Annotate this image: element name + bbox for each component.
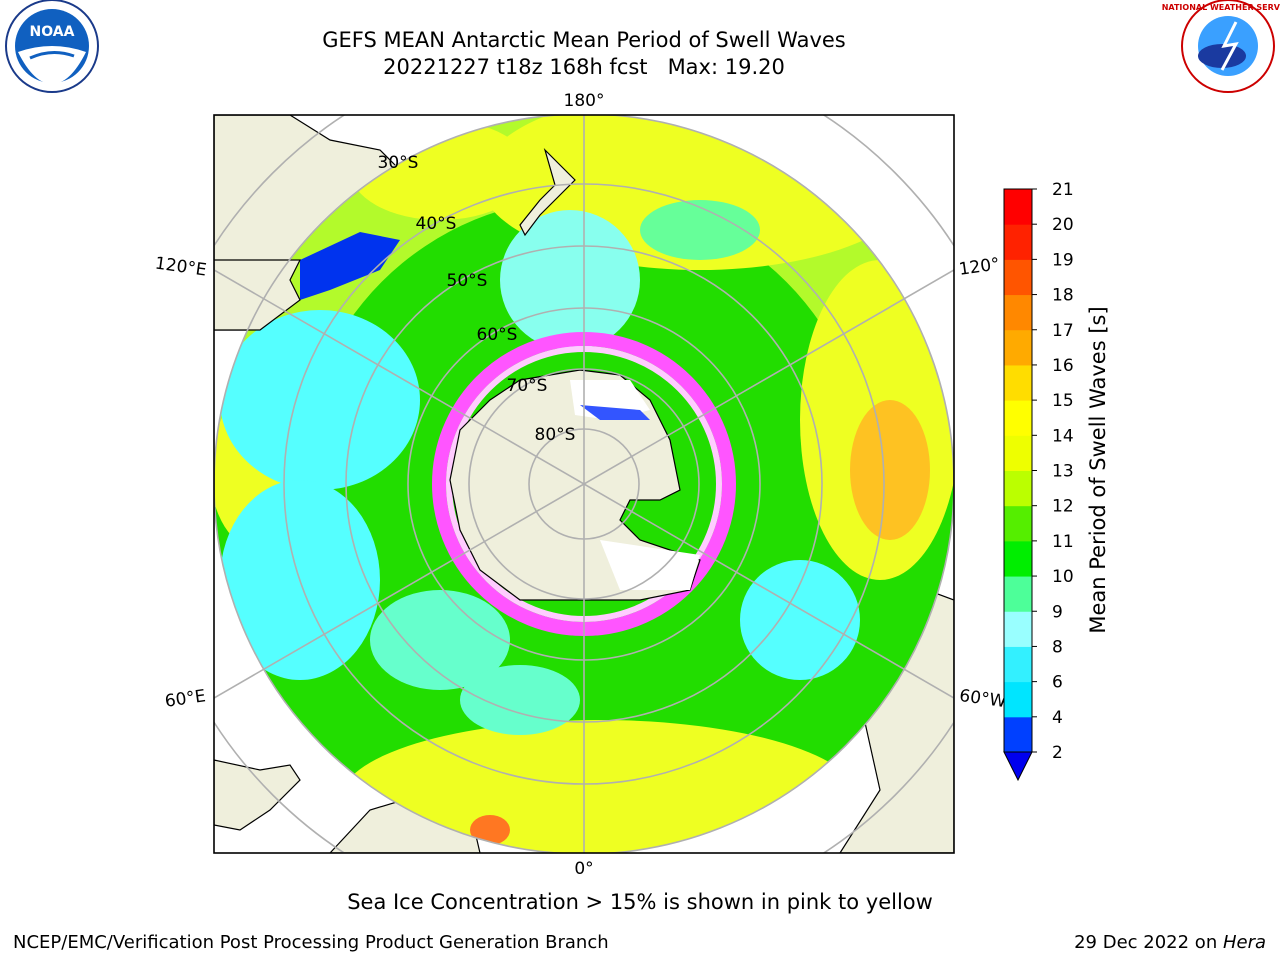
antarctica (449, 369, 701, 601)
colorbar-extend-arrow (1003, 751, 1033, 782)
lon-label-0: 0° (574, 859, 593, 879)
colorbar-tick-label: 13 (1052, 462, 1074, 482)
graticule (214, 115, 954, 853)
colorbar-tick-label: 21 (1052, 180, 1074, 200)
new-zealand (519, 147, 576, 237)
footer-host: Hera (1222, 932, 1266, 953)
map-frame (213, 114, 955, 854)
colorbar-label: Mean Period of Swell Waves [s] (1086, 306, 1110, 634)
map-subtitle: 20221227 t18z 168h fcst Max: 19.20 (383, 55, 785, 79)
footer-date: 29 Dec 2022 on Hera (1074, 932, 1266, 953)
colorbar-segment (1004, 259, 1032, 296)
colorbar-segment (1004, 435, 1032, 471)
map-title: GEFS MEAN Antarctic Mean Period of Swell… (322, 28, 846, 52)
colorbar-segment (1004, 224, 1032, 260)
colorbar-segment (1004, 294, 1032, 331)
colorbar-tick-label: 8 (1052, 637, 1063, 657)
colorbar-tick-label: 19 (1052, 250, 1074, 270)
colorbar-tick-label: 14 (1052, 426, 1074, 446)
colorbar-segment (1004, 576, 1032, 612)
lat-label-80s: 80°S (535, 425, 576, 445)
lon-label-120w: 120° (958, 254, 1001, 280)
lat-label-50s: 50°S (447, 271, 488, 291)
colorbar-segment (1004, 400, 1032, 436)
colorbar-tick-label: 2 (1052, 743, 1063, 763)
lon-label-60w: 60°W (958, 686, 1007, 712)
colorbar-segment (1004, 681, 1032, 718)
sea-ice-caption: Sea Ice Concentration > 15% is shown in … (347, 890, 933, 914)
noaa-logo-text: NOAA (30, 24, 75, 40)
colorbar-tick-label: 18 (1052, 286, 1074, 306)
colorbar-segment (1004, 329, 1032, 366)
colorbar-tick-label: 15 (1052, 391, 1074, 411)
footer-date-text: 29 Dec 2022 on (1074, 932, 1223, 953)
lat-label-40s: 40°S (416, 214, 457, 234)
colorbar-tick-label: 6 (1052, 673, 1063, 693)
colorbar-segment (1004, 646, 1032, 683)
noaa-logo: NOAA (5, 0, 99, 93)
footer-credit: NCEP/EMC/Verification Post Processing Pr… (13, 932, 609, 953)
colorbar-tick-label: 12 (1052, 497, 1074, 517)
lat-label-60s: 60°S (477, 325, 518, 345)
colorbar-segment (1004, 189, 1032, 225)
colorbar-tick-label: 16 (1052, 356, 1074, 376)
colorbar-tick-label: 17 (1052, 321, 1074, 341)
lon-label-120e: 120°E (154, 254, 208, 281)
nws-logo: NATIONAL WEATHER SERVICE (1162, 0, 1280, 93)
colorbar-tick-label: 11 (1052, 532, 1074, 552)
nws-logo-text: NATIONAL WEATHER SERVICE (1162, 3, 1280, 12)
colorbar-segment (1004, 470, 1032, 507)
lon-label-180: 180° (564, 91, 605, 111)
colorbar-segment (1004, 716, 1032, 753)
colorbar: 2 4 6 8 9 10 11 12 13 14 15 16 17 18 19 20 21 (1003, 180, 1074, 782)
lat-label-30s: 30°S (378, 153, 419, 173)
colorbar-segment (1004, 540, 1032, 577)
colorbar-tick-label: 4 (1052, 708, 1063, 728)
colorbar-tick-label: 20 (1052, 215, 1074, 235)
colorbar-tick-label: 10 (1052, 567, 1074, 587)
colorbar-tick-label: 9 (1052, 602, 1063, 622)
lon-label-60e: 60°E (164, 686, 207, 711)
colorbar-segment (1004, 611, 1032, 647)
colorbar-segment (1004, 505, 1032, 542)
lat-label-70s: 70°S (507, 376, 548, 396)
colorbar-segment (1004, 364, 1032, 401)
